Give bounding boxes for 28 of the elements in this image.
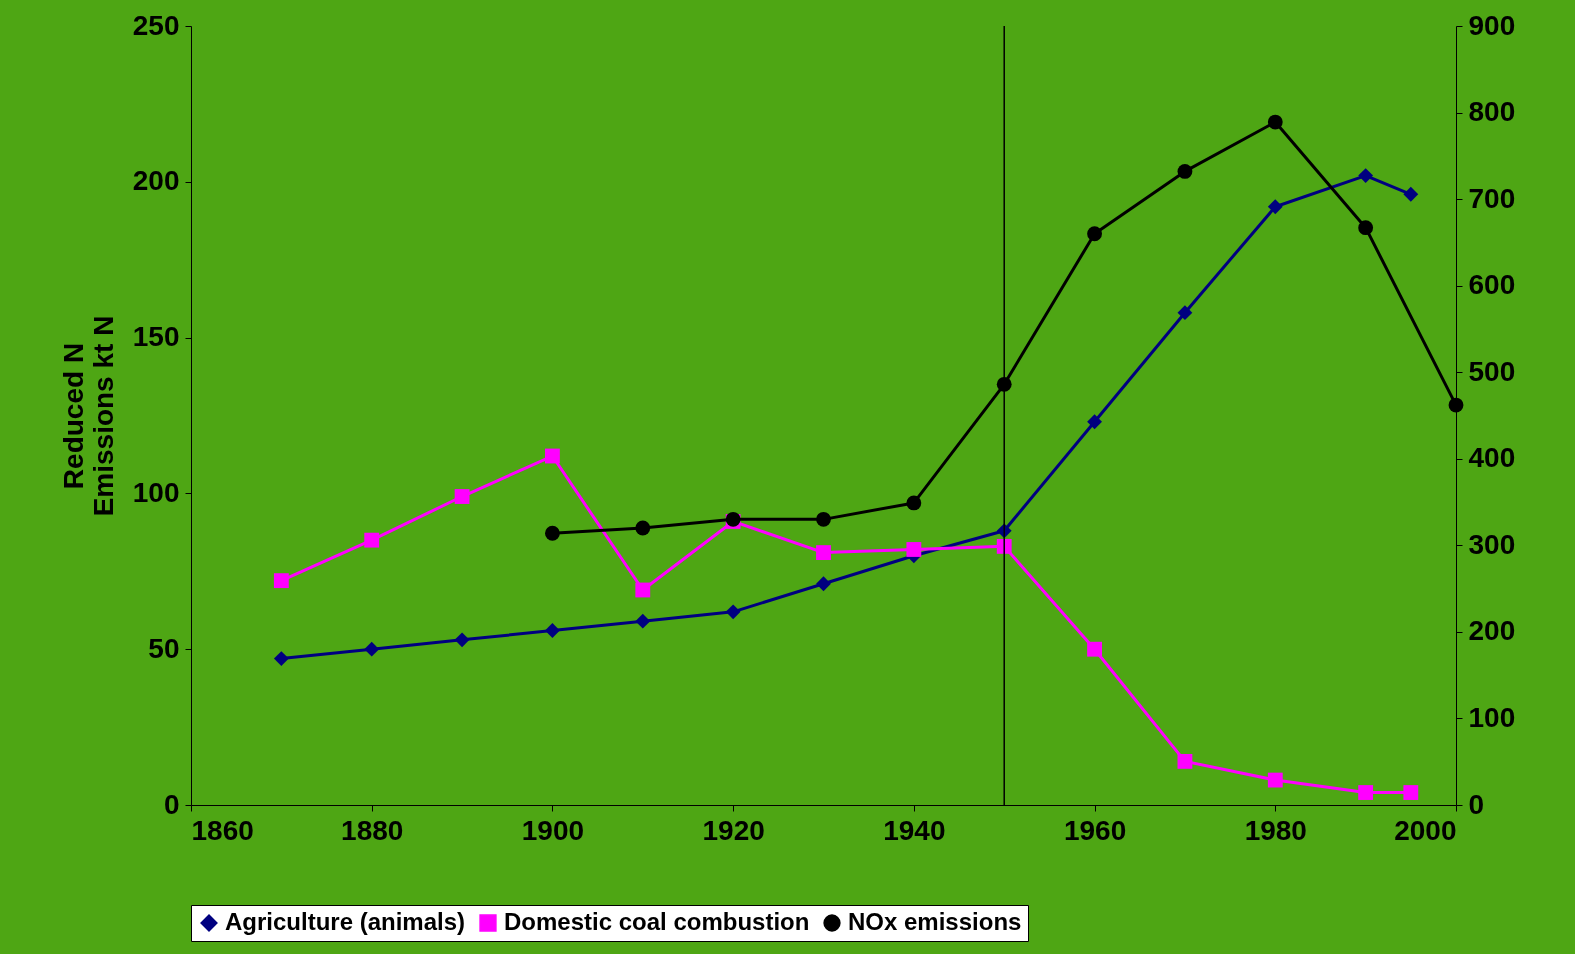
x-tick-label: 1960: [1063, 814, 1127, 846]
y2-tick-label: 700: [1468, 182, 1516, 214]
y-tick-label: 100: [132, 476, 180, 508]
x-tick-label: 1860: [191, 814, 254, 846]
y2-tick-label: 800: [1468, 96, 1516, 128]
x-tick-label: 1980: [1244, 814, 1307, 846]
y2-tick-label: 100: [1468, 701, 1516, 733]
x-tick-label: 1900: [521, 814, 585, 846]
legend-label: Agriculture (animals): [225, 908, 466, 935]
x-tick-label: 2000: [1394, 814, 1457, 846]
y-axis-title: Reduced N Emissions kt N: [57, 315, 119, 517]
y-tick-label: 150: [132, 321, 180, 353]
legend-label: Domestic coal combustion: [504, 908, 810, 935]
y-tick-label: 0: [163, 788, 180, 820]
y-tick-label: 250: [132, 9, 180, 41]
y2-tick-label: 400: [1468, 442, 1516, 474]
x-tick-label: 1880: [341, 814, 404, 846]
y2-tick-label: 200: [1468, 615, 1516, 647]
x-tick-label: 1940: [883, 814, 946, 846]
y-tick-label: 200: [132, 165, 180, 197]
y2-tick-label: 500: [1468, 355, 1516, 387]
y2-tick-label: 0: [1468, 788, 1485, 820]
legend-label: NOx emissions: [848, 908, 1022, 935]
y-tick-label: 50: [148, 632, 180, 664]
x-tick-label: 1920: [702, 814, 765, 846]
y2-tick-label: 900: [1468, 9, 1516, 41]
y2-tick-label: 600: [1468, 269, 1516, 301]
y2-tick-label: 300: [1468, 528, 1516, 560]
